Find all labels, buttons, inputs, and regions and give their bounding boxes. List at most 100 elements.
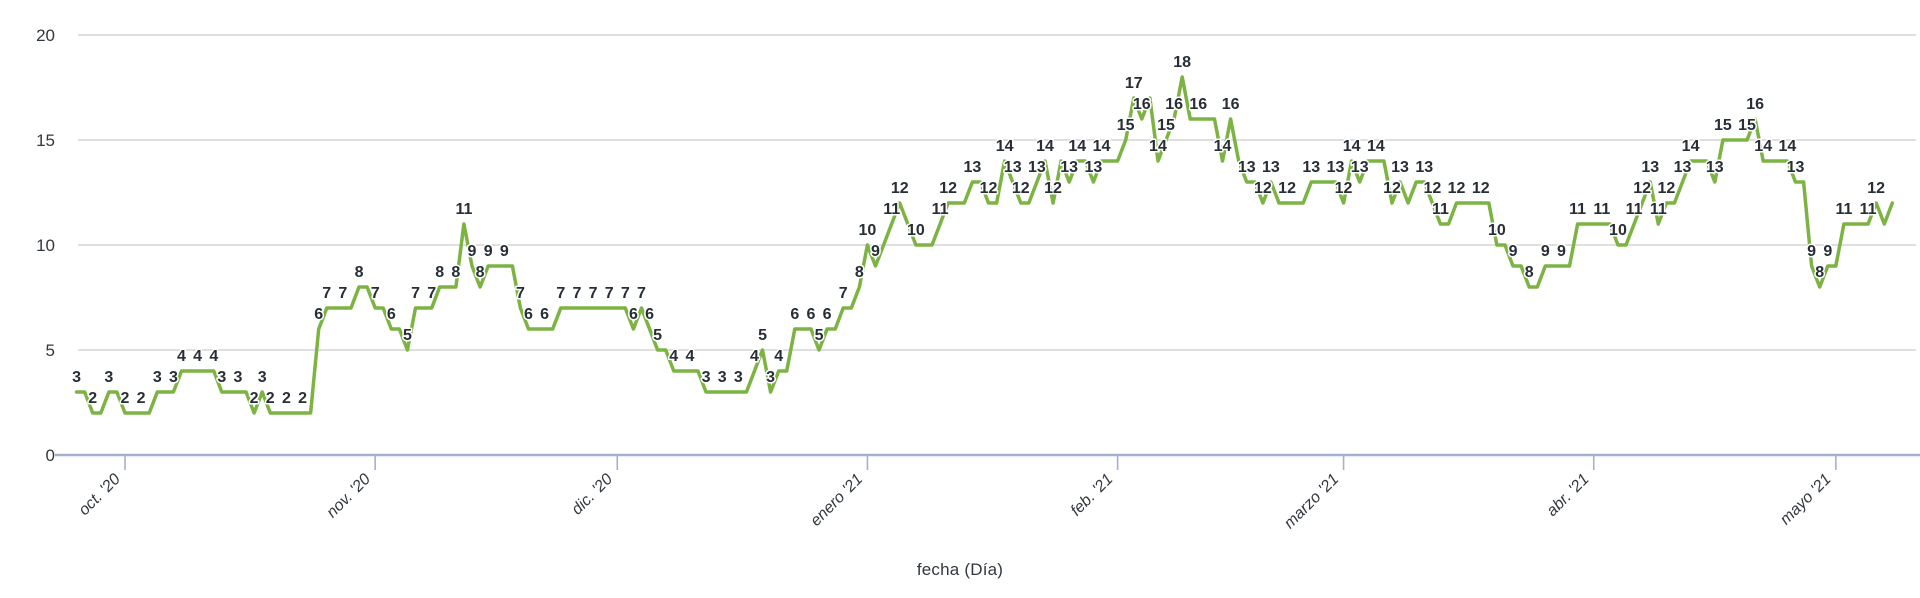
data-point-label: 7 — [572, 285, 581, 302]
data-point-label: 5 — [653, 327, 662, 344]
y-axis-tick-label: 10 — [36, 236, 55, 255]
data-point-label: 11 — [1835, 201, 1852, 218]
data-point-label: 7 — [605, 285, 614, 302]
data-point-label: 9 — [468, 243, 477, 260]
data-point-label: 6 — [806, 306, 815, 323]
x-axis-month-label: enero '21 — [807, 471, 866, 530]
data-point-label: 13 — [1327, 159, 1345, 176]
data-point-label: 14 — [1068, 138, 1086, 155]
data-point-label: 10 — [1609, 222, 1627, 239]
data-point-label: 4 — [669, 348, 678, 365]
data-point-label: 3 — [258, 369, 267, 386]
data-point-label: 2 — [121, 390, 130, 407]
data-point-label: 2 — [88, 390, 97, 407]
data-point-label: 13 — [1674, 159, 1692, 176]
data-point-label: 15 — [1714, 117, 1732, 134]
data-point-label: 7 — [637, 285, 646, 302]
data-point-label: 13 — [1028, 159, 1046, 176]
data-point-label: 11 — [1569, 201, 1586, 218]
data-point-label: 14 — [1036, 138, 1054, 155]
data-point-label: 4 — [209, 348, 218, 365]
data-point-label: 12 — [891, 180, 909, 197]
data-point-label: 11 — [932, 201, 949, 218]
data-point-label: 9 — [871, 243, 880, 260]
data-point-label: 12 — [1633, 180, 1651, 197]
data-point-label: 16 — [1189, 96, 1207, 113]
data-point-label: 15 — [1157, 117, 1175, 134]
data-point-label: 7 — [516, 285, 525, 302]
data-point-label: 10 — [907, 222, 925, 239]
data-point-label: 12 — [1423, 180, 1441, 197]
data-point-label: 3 — [718, 369, 727, 386]
data-point-label: 12 — [1335, 180, 1353, 197]
data-point-label: 14 — [1367, 138, 1385, 155]
data-point-label: 13 — [1302, 159, 1320, 176]
data-point-label: 8 — [1525, 264, 1534, 281]
data-point-label: 14 — [1343, 138, 1361, 155]
data-point-label: 13 — [1351, 159, 1369, 176]
data-point-label: 4 — [750, 348, 759, 365]
data-point-label: 14 — [1214, 138, 1232, 155]
data-point-label: 7 — [371, 285, 380, 302]
data-point-label: 10 — [1488, 222, 1506, 239]
data-point-label: 8 — [451, 264, 460, 281]
data-point-label: 6 — [387, 306, 396, 323]
data-point-label: 2 — [266, 390, 275, 407]
data-point-label: 12 — [1278, 180, 1296, 197]
data-point-label: 16 — [1133, 96, 1151, 113]
data-point-label: 4 — [685, 348, 694, 365]
data-point-label: 12 — [1254, 180, 1272, 197]
data-point-label: 7 — [411, 285, 420, 302]
data-point-label: 6 — [790, 306, 799, 323]
data-point-label: 9 — [1807, 243, 1816, 260]
data-point-label: 3 — [72, 369, 81, 386]
data-series-line — [74, 75, 1895, 415]
data-point-label: 12 — [1448, 180, 1466, 197]
x-axis-month-label: dic. '20 — [569, 471, 617, 519]
x-axis-month-label: abr. '21 — [1544, 471, 1593, 520]
data-point-label: 3 — [104, 369, 113, 386]
data-point-label: 8 — [476, 264, 485, 281]
data-point-label: 4 — [177, 348, 186, 365]
x-axis-month-label: oct. '20 — [76, 471, 124, 519]
data-point-label: 13 — [1060, 159, 1078, 176]
data-point-label: 11 — [1626, 201, 1643, 218]
data-point-label: 14 — [1682, 138, 1700, 155]
data-point-label: 9 — [1823, 243, 1832, 260]
data-point-label: 12 — [939, 180, 957, 197]
data-point-label: 3 — [734, 369, 743, 386]
y-axis-tick-label: 20 — [36, 26, 55, 45]
data-point-label: 3 — [766, 369, 775, 386]
data-point-label: 11 — [1860, 201, 1877, 218]
data-point-label: 14 — [1149, 138, 1167, 155]
data-point-label: 12 — [980, 180, 998, 197]
data-point-label: 12 — [1044, 180, 1062, 197]
data-point-label: 13 — [1391, 159, 1409, 176]
data-point-label: 4 — [193, 348, 202, 365]
data-point-label: 2 — [282, 390, 291, 407]
data-point-label: 13 — [1085, 159, 1103, 176]
data-point-label: 15 — [1738, 117, 1756, 134]
data-point-label: 12 — [1867, 180, 1885, 197]
data-point-label: 7 — [621, 285, 630, 302]
data-point-label: 7 — [556, 285, 565, 302]
data-point-label: 11 — [1593, 201, 1610, 218]
data-point-label: 7 — [322, 285, 331, 302]
data-point-label: 12 — [1383, 180, 1401, 197]
data-point-label: 14 — [1779, 138, 1797, 155]
data-point-label: 12 — [1657, 180, 1675, 197]
data-point-label: 12 — [1012, 180, 1030, 197]
x-axis-month-label: feb. '21 — [1068, 471, 1117, 520]
data-point-label: 7 — [589, 285, 598, 302]
data-point-label: 13 — [1415, 159, 1433, 176]
data-point-label: 13 — [1706, 159, 1724, 176]
data-point-label: 8 — [855, 264, 864, 281]
data-point-label: 2 — [137, 390, 146, 407]
data-point-label: 5 — [815, 327, 824, 344]
data-point-label: 11 — [455, 201, 472, 218]
data-point-label: 3 — [702, 369, 711, 386]
data-point-label: 8 — [355, 264, 364, 281]
data-point-label: 6 — [629, 306, 638, 323]
